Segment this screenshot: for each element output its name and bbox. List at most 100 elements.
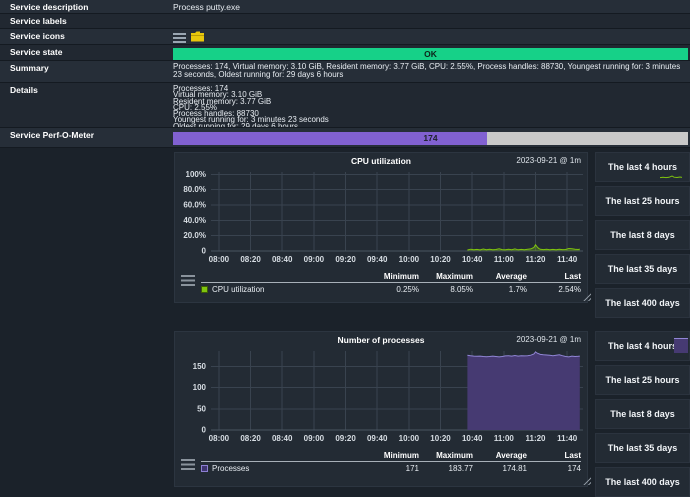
svg-text:60.0%: 60.0%: [183, 200, 206, 209]
cpu-time-range-buttons: The last 4 hours The last 25 hours The l…: [595, 152, 690, 318]
perf-o-meter-value: 174: [423, 133, 438, 143]
legend-header-maximum: Maximum: [436, 272, 473, 281]
svg-text:10:00: 10:00: [399, 434, 420, 443]
time-range-button-last-25-hours[interactable]: The last 25 hours: [595, 365, 690, 395]
processes-preview-thumbnail: [674, 338, 688, 353]
svg-text:10:20: 10:20: [430, 434, 451, 443]
legend-header-minimum: Minimum: [383, 451, 419, 460]
details-line: Virtual memory: 3.10 GiB: [173, 90, 263, 100]
row-service-description: Service description Process putty.exe: [0, 0, 690, 14]
processes-series-swatch: [201, 464, 208, 472]
cpu-graph-resize-handle[interactable]: [583, 293, 591, 301]
svg-text:08:00: 08:00: [209, 434, 230, 443]
cpu-series-name: CPU utilization: [212, 284, 265, 294]
time-range-button-last-35-days[interactable]: The last 35 days: [595, 433, 690, 463]
svg-text:10:40: 10:40: [462, 434, 483, 443]
svg-text:09:20: 09:20: [335, 434, 356, 443]
processes-time-range-buttons: The last 4 hours The last 25 hours The l…: [595, 331, 690, 497]
row-perf-o-meter: Service Perf-O-Meter 174: [0, 128, 690, 148]
svg-text:100%: 100%: [186, 170, 206, 179]
folder-icon: [191, 31, 205, 44]
svg-text:11:00: 11:00: [494, 434, 515, 443]
legend-header-last: Last: [564, 451, 581, 460]
svg-text:100: 100: [193, 383, 207, 392]
processes-graph-panel: Number of processes 2023-09-21 @ 1m 08:0…: [174, 331, 591, 487]
processes-maximum-value: 183.77: [448, 463, 473, 473]
row-label-service-labels: Service labels: [10, 16, 67, 26]
details-line: Oldest running for: 29 days 6 hours: [173, 121, 298, 128]
cpu-graph-menu-icon[interactable]: [181, 275, 195, 286]
cpu-series-swatch: [201, 285, 208, 293]
cpu-utilization-chart[interactable]: 08:00 08:20 08:40 09:00 09:20 09:40 10:00 10:20…: [175, 167, 589, 267]
time-range-button-last-400-days[interactable]: The last 400 days: [595, 288, 690, 318]
svg-text:10:00: 10:00: [399, 255, 420, 264]
perf-o-meter[interactable]: 174: [173, 132, 688, 145]
time-range-button-last-35-days[interactable]: The last 35 days: [595, 254, 690, 284]
legend-header-maximum: Maximum: [436, 451, 473, 460]
svg-text:08:00: 08:00: [209, 255, 230, 264]
svg-text:11:40: 11:40: [557, 255, 578, 264]
row-service-state: Service state OK: [0, 45, 690, 61]
row-label-service-icons: Service icons: [10, 31, 65, 41]
svg-text:09:00: 09:00: [304, 255, 325, 264]
svg-text:0: 0: [202, 247, 207, 256]
cpu-maximum-value: 8.05%: [450, 284, 473, 294]
row-label-service-state: Service state: [10, 47, 63, 57]
cpu-graph-title: CPU utilization: [351, 156, 411, 166]
processes-last-value: 174: [567, 463, 581, 473]
cpu-utilization-graph-panel: CPU utilization 2023-09-21 @ 1m 08:00 08:…: [174, 152, 591, 303]
processes-series-name: Processes: [212, 463, 250, 473]
cpu-minimum-value: 0.25%: [396, 284, 419, 294]
cpu-legend-row: CPU utilization 0.25% 8.05% 1.7% 2.54%: [201, 283, 581, 295]
time-range-button-last-400-days[interactable]: The last 400 days: [595, 467, 690, 497]
svg-text:0: 0: [202, 426, 207, 435]
cpu-graph-timestamp: 2023-09-21 @ 1m: [516, 156, 581, 165]
time-range-button-last-4-hours[interactable]: The last 4 hours: [595, 152, 690, 182]
time-range-button-last-8-days[interactable]: The last 8 days: [595, 399, 690, 429]
service-info-table: Service description Process putty.exe Se…: [0, 0, 690, 148]
svg-text:08:40: 08:40: [272, 434, 293, 443]
processes-average-value: 174.81: [502, 463, 527, 473]
svg-text:11:20: 11:20: [525, 434, 546, 443]
cpu-graph-legend: Minimum Maximum Average Last CPU utiliza…: [201, 271, 581, 295]
row-service-icons: Service icons: [0, 29, 690, 45]
time-range-button-last-4-hours[interactable]: The last 4 hours: [595, 331, 690, 361]
details-line: Process handles: 88730: [173, 109, 259, 119]
svg-text:40.0%: 40.0%: [183, 216, 206, 225]
row-label-summary: Summary: [10, 63, 49, 73]
time-range-button-last-8-days[interactable]: The last 8 days: [595, 220, 690, 250]
summary-value: Processes: 174, Virtual memory: 3.10 GiB…: [173, 62, 681, 79]
row-label-details: Details: [10, 85, 38, 95]
time-range-button-last-25-hours[interactable]: The last 25 hours: [595, 186, 690, 216]
row-service-labels: Service labels: [0, 14, 690, 29]
svg-text:09:40: 09:40: [367, 434, 388, 443]
processes-graph-resize-handle[interactable]: [583, 477, 591, 485]
details-line: Youngest running for: 3 minutes 23 secon…: [173, 115, 329, 125]
row-summary: Summary Processes: 174, Virtual memory: …: [0, 61, 690, 83]
processes-legend-row: Processes 171 183.77 174.81 174: [201, 462, 581, 474]
legend-header-last: Last: [564, 272, 581, 281]
svg-text:08:40: 08:40: [272, 255, 293, 264]
svg-text:11:00: 11:00: [494, 255, 515, 264]
details-line: Processes: 174: [173, 84, 229, 93]
cpu-average-value: 1.7%: [508, 284, 527, 294]
svg-text:09:00: 09:00: [304, 434, 325, 443]
menu-icon[interactable]: [173, 33, 186, 43]
service-description-value: Process putty.exe: [173, 2, 240, 12]
svg-text:08:20: 08:20: [240, 434, 261, 443]
row-label-service-description: Service description: [10, 2, 89, 12]
processes-minimum-value: 171: [405, 463, 419, 473]
svg-text:09:40: 09:40: [367, 255, 388, 264]
legend-header-average: Average: [495, 272, 527, 281]
cpu-preview-thumbnail: [660, 175, 682, 179]
row-details: Details Processes: 174 Virtual memory: 3…: [0, 83, 690, 128]
svg-text:20.0%: 20.0%: [183, 231, 206, 240]
details-value: Processes: 174 Virtual memory: 3.10 GiB …: [173, 83, 690, 127]
processes-graph-title: Number of processes: [337, 335, 425, 345]
processes-graph-timestamp: 2023-09-21 @ 1m: [516, 335, 581, 344]
svg-text:80.0%: 80.0%: [183, 185, 206, 194]
processes-graph-menu-icon[interactable]: [181, 459, 195, 470]
service-icons-value: [173, 29, 690, 44]
processes-chart[interactable]: 08:00 08:20 08:40 09:00 09:20 09:40 10:00 10:20…: [175, 346, 589, 446]
svg-text:09:20: 09:20: [335, 255, 356, 264]
